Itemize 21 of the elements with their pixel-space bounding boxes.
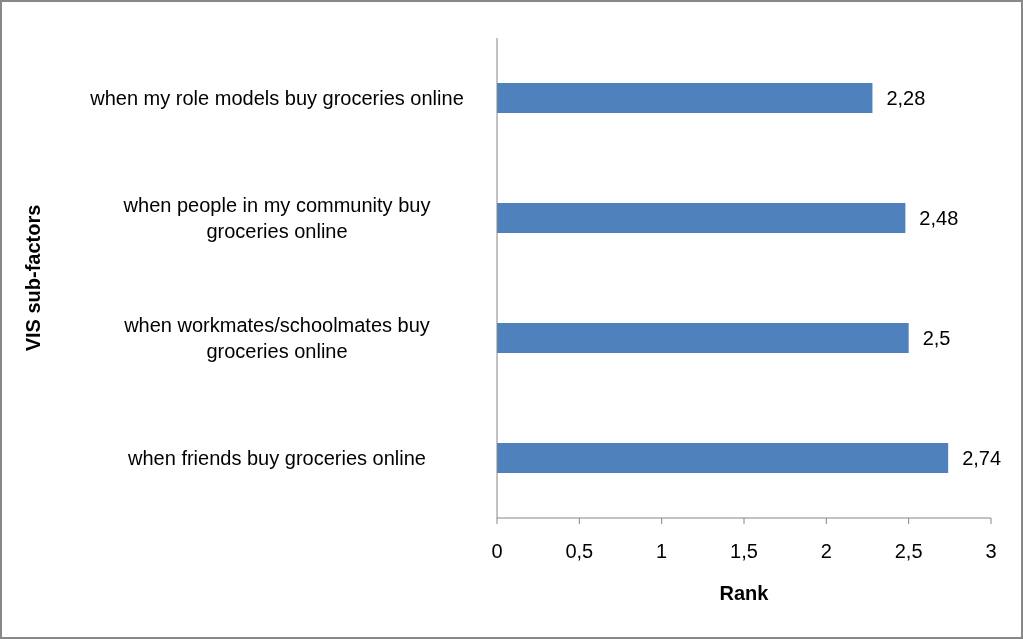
data-label: 2,28 [886,87,926,109]
data-label: 2,74 [962,447,1002,469]
bar [497,323,909,353]
y-tick-label: when workmates/schoolmates buy groceries online [123,314,430,362]
y-tick-label: when people in my community buy groceries online [122,194,431,242]
x-tick-label: 0,5 [565,540,594,562]
y-tick-label: when friends buy groceries online [127,447,426,469]
y-axis-title: VIS sub-factors [22,204,44,352]
x-axis-title: Rank [719,582,770,604]
bar [497,83,873,113]
x-tick-label: 2,5 [894,540,923,562]
data-label: 2,48 [919,207,959,229]
bar [497,203,906,233]
x-tick-label: 3 [985,540,997,562]
bar [497,443,949,473]
x-tick-label: 2 [820,540,832,562]
x-tick-label: 1,5 [730,540,758,562]
x-tick-label: 1 [656,540,668,562]
y-tick-label: when my role models buy groceries online [89,87,464,109]
x-tick-label: 0 [491,540,503,562]
data-label: 2,5 [922,327,951,349]
